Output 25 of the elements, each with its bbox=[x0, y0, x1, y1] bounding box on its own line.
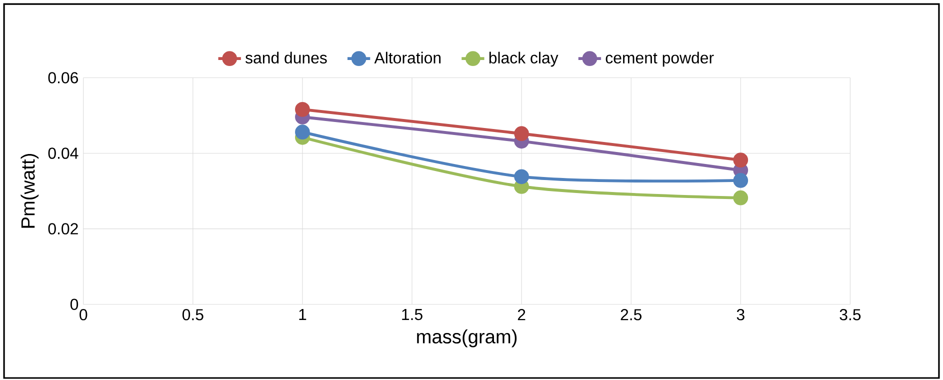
y-axis-title: Pm(watt) bbox=[20, 154, 39, 228]
x-tick-label: 1.5 bbox=[402, 308, 422, 320]
point bbox=[733, 152, 748, 168]
legend-label: sand dunes bbox=[245, 52, 327, 64]
x-tick-label: 2.5 bbox=[620, 308, 642, 320]
y-tick-label: 0 bbox=[70, 298, 78, 310]
x-tick-label: 3 bbox=[736, 308, 744, 320]
y-tick-label: 0.04 bbox=[48, 148, 78, 159]
x-tick-label: 0 bbox=[80, 308, 88, 320]
point bbox=[514, 126, 529, 141]
legend-label: black clay bbox=[489, 52, 558, 67]
x-tick-label: 1 bbox=[299, 308, 306, 320]
legend-label: cement powder bbox=[606, 52, 714, 67]
x-tick-label: 2 bbox=[518, 308, 526, 320]
point bbox=[295, 102, 310, 117]
point bbox=[514, 169, 529, 184]
point bbox=[733, 190, 748, 206]
y-tick-label: 0.06 bbox=[48, 72, 78, 84]
x-tick-label: 0.5 bbox=[182, 308, 204, 320]
x-axis-title: mass(gram) bbox=[417, 329, 517, 348]
x-tick-label: 3.5 bbox=[840, 308, 861, 320]
y-tick-label: 0.02 bbox=[48, 223, 78, 234]
point bbox=[295, 124, 310, 140]
legend-label: Altoration bbox=[374, 52, 441, 64]
point bbox=[733, 172, 748, 188]
